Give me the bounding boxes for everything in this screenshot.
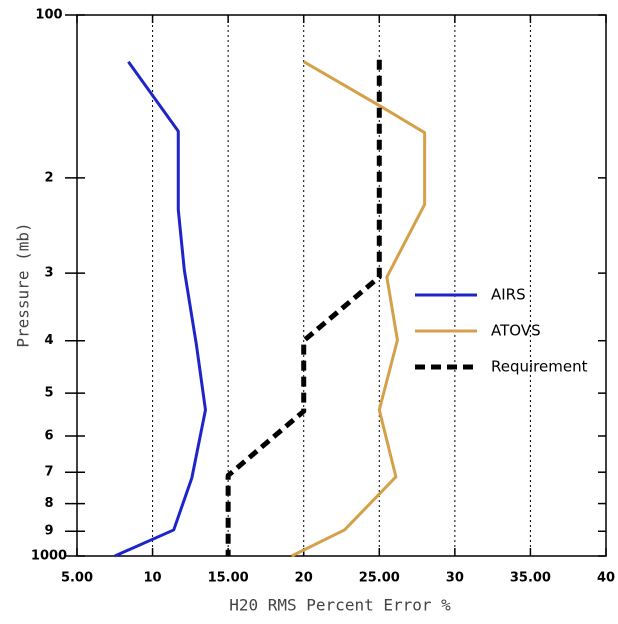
y-tick-label: 8 (44, 496, 53, 511)
x-tick-label: 35.00 (510, 571, 551, 586)
x-tick-label: 10 (144, 571, 162, 586)
legend-label: AIRS (491, 286, 526, 304)
x-tick-label: 30 (446, 571, 464, 586)
plot-frame (76, 14, 607, 557)
y-tick-label: 5 (44, 386, 53, 401)
series-line (290, 60, 427, 558)
x-tick-label: 25.00 (359, 571, 400, 586)
series-line (225, 59, 382, 556)
y-tick-label: 6 (44, 428, 53, 443)
x-tick-label: 20 (295, 571, 313, 586)
y-axis-label: Pressure (mb) (14, 222, 33, 347)
y-tick-label: 4 (44, 333, 53, 348)
legend-label: Requirement (491, 358, 588, 376)
x-tick-label: 40 (597, 571, 615, 586)
legend-label: ATOVS (491, 322, 541, 340)
y-tick-label: 3 (44, 266, 53, 281)
y-tick-label: 9 (44, 524, 53, 539)
y-tick-label: 2 (44, 170, 53, 185)
y-tick-label: 100 (35, 8, 62, 23)
x-tick-label: 15.00 (208, 571, 249, 586)
y-tick-label: 7 (44, 465, 53, 480)
series-line (114, 60, 207, 558)
x-tick-label: 5.00 (61, 571, 93, 586)
x-axis-label: H20 RMS Percent Error % (229, 596, 451, 615)
y-tick-label: 1000 (31, 549, 67, 564)
